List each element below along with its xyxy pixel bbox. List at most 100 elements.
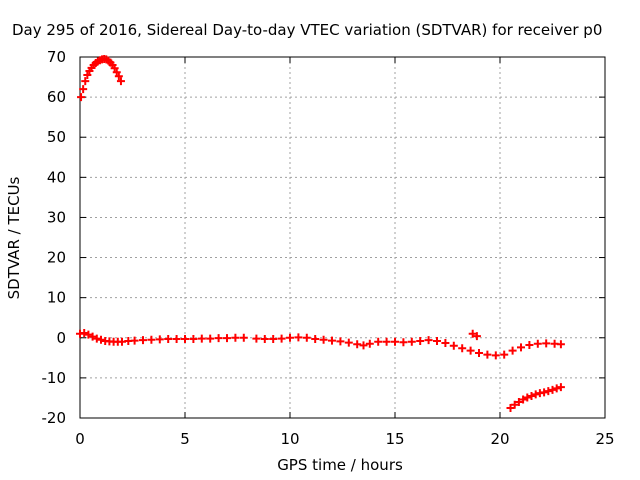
data-point [416,336,425,345]
y-tick-label: -20 [42,409,67,427]
data-point [517,343,525,352]
data-point [510,400,519,409]
data-point [365,339,374,348]
data-point [77,93,86,102]
data-point [514,397,523,406]
y-tick-label: -10 [42,369,67,387]
data-point [374,337,383,346]
data-point [164,334,173,343]
series-main-near-zero [76,328,565,360]
y-tick-label: 10 [47,289,66,307]
data-point [147,335,156,344]
plot-frame [79,56,606,419]
data-point [83,71,92,80]
data-point [302,333,311,342]
data-point [525,340,534,349]
data-point [277,334,286,343]
x-tick-label: 10 [280,430,299,448]
data-point [556,383,565,392]
data-point [110,64,119,73]
data-point [491,351,500,360]
grid-lines [80,57,605,418]
chart-title: Day 295 of 2016, Sidereal Day-to-day VTE… [12,21,602,39]
data-point [531,390,540,399]
data-point [533,339,542,348]
data-point [542,339,551,348]
data-point [172,334,181,343]
y-tick-label: 70 [47,48,66,66]
data-point [556,340,565,349]
data-point [544,387,553,396]
y-axis-label: SDTVAR / TECUs [5,176,23,299]
x-tick-label: 25 [595,430,614,448]
x-tick-label: 15 [385,430,404,448]
data-point [519,395,528,404]
x-tick-label: 0 [75,430,85,448]
data-point [552,384,561,393]
data-point [500,350,509,359]
data-point [319,335,328,344]
data-point [197,334,206,343]
data-point [527,391,536,400]
data-point [92,334,101,343]
data-point [155,335,164,344]
data-point [294,333,303,342]
data-point [84,330,93,339]
x-tick-label: 5 [180,430,190,448]
y-tick-label: 40 [47,168,66,186]
data-point [441,338,450,347]
data-point [269,334,278,343]
series-arc-late-low [468,329,565,412]
data-point [449,341,458,350]
data-point [399,338,408,347]
y-tick-label: 30 [47,208,66,226]
data-point [523,393,532,402]
data-point [214,334,223,343]
data-point [231,333,240,342]
data-point [466,346,475,355]
data-point [344,338,353,347]
data-point [88,332,97,341]
data-point [468,329,477,338]
data-point [353,340,362,349]
data-point [472,332,481,341]
data-points [76,55,565,412]
y-tick-label: 20 [47,249,66,267]
data-point [223,334,231,343]
data-point [79,85,88,94]
x-tick-label: 20 [490,430,509,448]
data-point [475,349,483,358]
data-point [81,77,90,86]
data-point [508,346,517,355]
data-point [130,336,139,345]
data-point [359,341,368,350]
data-point [252,334,261,343]
data-point [424,336,433,345]
data-point [114,72,123,81]
data-point [80,328,89,337]
data-point [458,344,467,353]
y-tick-label: 60 [47,88,66,106]
data-point [116,77,125,86]
data-point [506,403,515,412]
data-point [407,337,416,346]
data-point [540,388,549,397]
data-point [239,333,248,342]
data-point [382,337,391,346]
y-tick-label: 50 [47,128,66,146]
data-point [260,334,269,343]
data-point [311,334,320,343]
data-point [112,68,121,77]
data-point [139,336,147,345]
x-axis-label: GPS time / hours [277,456,403,474]
series-arc-early-high [77,55,125,102]
data-point [433,336,441,345]
data-point [97,335,105,344]
data-point [548,385,557,394]
data-point [336,337,345,346]
data-point [328,336,336,345]
data-point [286,333,294,342]
y-tick-label: 0 [56,329,66,347]
data-point [483,350,492,359]
axis-ticks: 0 5 10 15 20 25 -20 -10 0 10 20 30 40 50 60 70 [42,48,615,448]
